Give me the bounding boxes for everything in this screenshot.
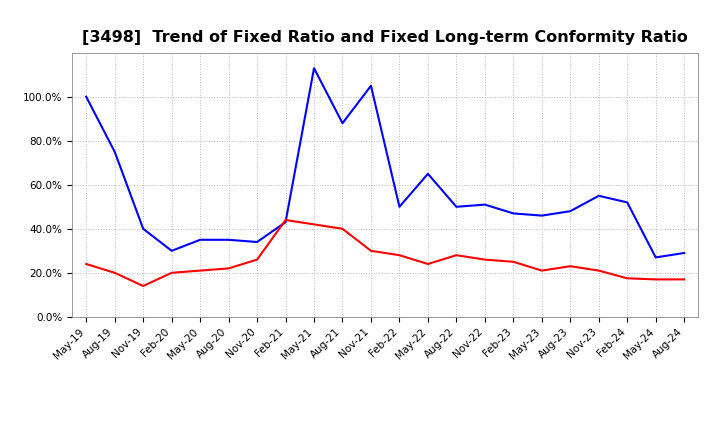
Fixed Ratio <box>680 250 688 256</box>
Fixed Long-term Conformity Ratio <box>139 283 148 289</box>
Fixed Long-term Conformity Ratio <box>253 257 261 262</box>
Fixed Ratio <box>82 94 91 99</box>
Fixed Long-term Conformity Ratio <box>282 217 290 223</box>
Fixed Ratio <box>566 209 575 214</box>
Fixed Long-term Conformity Ratio <box>566 264 575 269</box>
Fixed Ratio <box>509 211 518 216</box>
Fixed Long-term Conformity Ratio <box>452 253 461 258</box>
Line: Fixed Ratio: Fixed Ratio <box>86 68 684 257</box>
Fixed Ratio <box>196 237 204 242</box>
Fixed Long-term Conformity Ratio <box>366 248 375 253</box>
Fixed Long-term Conformity Ratio <box>595 268 603 273</box>
Fixed Long-term Conformity Ratio <box>82 261 91 267</box>
Fixed Ratio <box>423 171 432 176</box>
Fixed Long-term Conformity Ratio <box>338 226 347 231</box>
Title: [3498]  Trend of Fixed Ratio and Fixed Long-term Conformity Ratio: [3498] Trend of Fixed Ratio and Fixed Lo… <box>82 29 688 45</box>
Fixed Ratio <box>253 239 261 245</box>
Fixed Long-term Conformity Ratio <box>225 266 233 271</box>
Fixed Ratio <box>225 237 233 242</box>
Fixed Ratio <box>452 204 461 209</box>
Fixed Long-term Conformity Ratio <box>167 270 176 275</box>
Fixed Long-term Conformity Ratio <box>652 277 660 282</box>
Fixed Long-term Conformity Ratio <box>480 257 489 262</box>
Fixed Long-term Conformity Ratio <box>395 253 404 258</box>
Fixed Ratio <box>595 193 603 198</box>
Line: Fixed Long-term Conformity Ratio: Fixed Long-term Conformity Ratio <box>86 220 684 286</box>
Fixed Ratio <box>110 149 119 154</box>
Fixed Long-term Conformity Ratio <box>110 270 119 275</box>
Fixed Long-term Conformity Ratio <box>196 268 204 273</box>
Fixed Ratio <box>139 226 148 231</box>
Fixed Ratio <box>366 83 375 88</box>
Fixed Long-term Conformity Ratio <box>537 268 546 273</box>
Fixed Ratio <box>537 213 546 218</box>
Fixed Ratio <box>338 121 347 126</box>
Fixed Ratio <box>395 204 404 209</box>
Fixed Ratio <box>480 202 489 207</box>
Fixed Ratio <box>167 248 176 253</box>
Fixed Long-term Conformity Ratio <box>423 261 432 267</box>
Fixed Ratio <box>623 200 631 205</box>
Fixed Long-term Conformity Ratio <box>310 222 318 227</box>
Fixed Long-term Conformity Ratio <box>680 277 688 282</box>
Fixed Long-term Conformity Ratio <box>623 275 631 281</box>
Fixed Ratio <box>282 220 290 225</box>
Fixed Ratio <box>310 66 318 71</box>
Fixed Ratio <box>652 255 660 260</box>
Fixed Long-term Conformity Ratio <box>509 259 518 264</box>
